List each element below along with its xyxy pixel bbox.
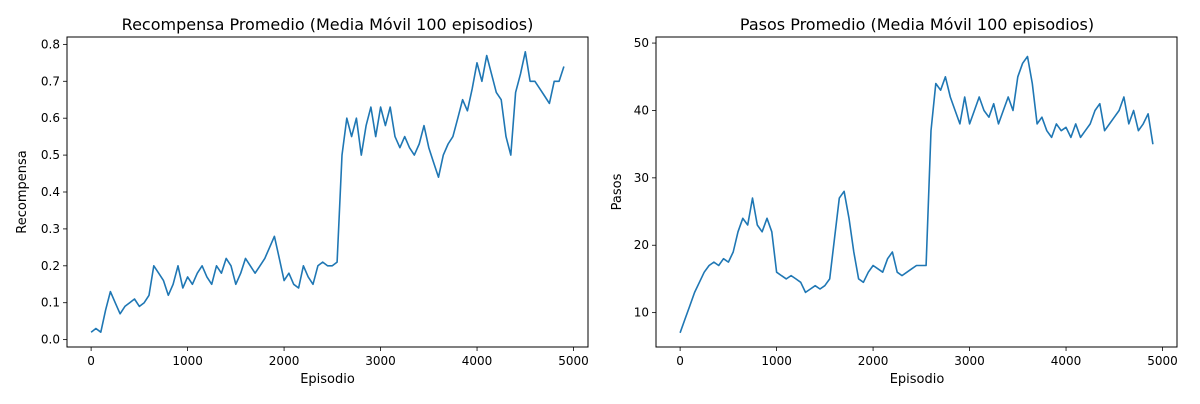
reward-y-tick-label: 0.3 bbox=[41, 222, 60, 236]
reward-x-tick-label: 0 bbox=[87, 354, 95, 368]
steps-y-axis-label: Pasos bbox=[610, 173, 625, 210]
reward-y-tick-label: 0.0 bbox=[41, 333, 60, 347]
steps-y-tick-label: 50 bbox=[634, 36, 649, 50]
reward-y-tick-label: 0.1 bbox=[41, 296, 60, 310]
steps-y-tick-label: 30 bbox=[634, 171, 649, 185]
reward-plot-frame bbox=[66, 36, 589, 348]
reward-x-ticks: 0 1000 2000 3000 4000 5000 bbox=[87, 347, 589, 368]
reward-y-axis-label: Recompensa bbox=[15, 150, 30, 233]
steps-y-tick-label: 10 bbox=[634, 306, 649, 320]
reward-x-tick-label: 2000 bbox=[269, 354, 300, 368]
steps-chart-title: Pasos Promedio (Media Móvil 100 episodio… bbox=[740, 15, 1094, 34]
steps-x-tick-label: 3000 bbox=[954, 354, 985, 368]
reward-y-tick-label: 0.7 bbox=[41, 74, 60, 88]
reward-subplot: Recompensa Promedio (Media Móvil 100 epi… bbox=[15, 15, 589, 387]
steps-plot-frame bbox=[655, 36, 1178, 348]
reward-y-tick-label: 0.8 bbox=[41, 37, 60, 51]
steps-subplot: Pasos Promedio (Media Móvil 100 episodio… bbox=[610, 15, 1178, 387]
reward-y-tick-label: 0.2 bbox=[41, 259, 60, 273]
steps-x-ticks: 0 1000 2000 3000 4000 5000 bbox=[676, 347, 1178, 368]
steps-x-tick-label: 5000 bbox=[1147, 354, 1178, 368]
steps-x-tick-label: 2000 bbox=[858, 354, 889, 368]
steps-x-tick-label: 1000 bbox=[761, 354, 792, 368]
reward-y-tick-label: 0.5 bbox=[41, 148, 60, 162]
steps-y-tick-label: 20 bbox=[634, 238, 649, 252]
reward-chart-title: Recompensa Promedio (Media Móvil 100 epi… bbox=[122, 15, 534, 34]
steps-x-tick-label: 4000 bbox=[1051, 354, 1082, 368]
reward-x-tick-label: 3000 bbox=[365, 354, 396, 368]
reward-line-layer bbox=[90, 50, 565, 334]
steps-line-layer bbox=[679, 55, 1154, 334]
steps-x-tick-label: 0 bbox=[676, 354, 684, 368]
reward-y-ticks: 0.0 0.1 0.2 0.3 0.4 0.5 0.6 0.7 0.8 bbox=[41, 37, 67, 347]
reward-x-tick-label: 5000 bbox=[558, 354, 589, 368]
reward-x-tick-label: 4000 bbox=[462, 354, 493, 368]
reward-series-line bbox=[90, 50, 565, 334]
steps-y-tick-label: 40 bbox=[634, 103, 649, 117]
reward-x-tick-label: 1000 bbox=[172, 354, 203, 368]
steps-y-ticks: 10 20 30 40 50 bbox=[634, 36, 656, 320]
steps-series-line bbox=[679, 55, 1154, 334]
reward-x-axis-label: Episodio bbox=[300, 372, 355, 387]
reward-y-tick-label: 0.6 bbox=[41, 111, 60, 125]
reward-y-tick-label: 0.4 bbox=[41, 185, 60, 199]
steps-x-axis-label: Episodio bbox=[890, 372, 945, 387]
